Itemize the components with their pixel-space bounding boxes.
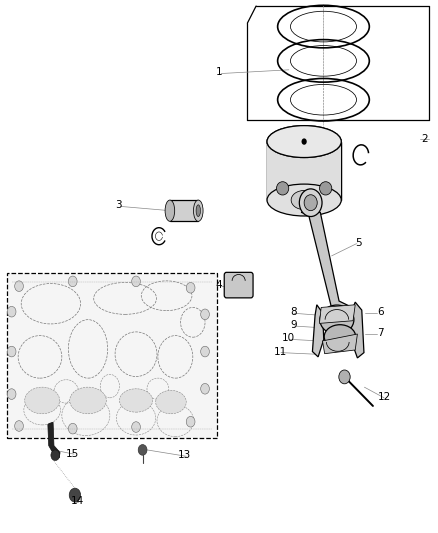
Ellipse shape <box>276 182 289 195</box>
Text: 10: 10 <box>283 333 295 343</box>
Polygon shape <box>322 334 357 354</box>
Circle shape <box>132 276 141 287</box>
Circle shape <box>51 450 60 461</box>
Text: 2: 2 <box>421 134 427 144</box>
Text: 7: 7 <box>377 328 384 338</box>
Circle shape <box>7 306 16 317</box>
Polygon shape <box>312 305 324 357</box>
Ellipse shape <box>267 126 341 158</box>
Text: 1: 1 <box>215 68 223 77</box>
Text: 12: 12 <box>378 392 392 402</box>
Polygon shape <box>48 422 60 458</box>
Circle shape <box>68 423 77 434</box>
Polygon shape <box>267 142 341 200</box>
Ellipse shape <box>320 305 354 334</box>
Circle shape <box>68 276 77 287</box>
Text: 11: 11 <box>273 346 287 357</box>
Text: 5: 5 <box>355 238 362 247</box>
Ellipse shape <box>120 389 152 412</box>
Circle shape <box>186 282 195 293</box>
Text: 15: 15 <box>66 449 79 458</box>
Circle shape <box>301 139 307 145</box>
Text: 6: 6 <box>377 306 384 317</box>
Ellipse shape <box>291 190 317 209</box>
Circle shape <box>339 370 350 384</box>
Ellipse shape <box>324 325 356 349</box>
FancyBboxPatch shape <box>224 272 253 298</box>
Text: 4: 4 <box>215 280 223 290</box>
Ellipse shape <box>194 200 203 221</box>
Ellipse shape <box>299 189 322 216</box>
Text: 3: 3 <box>115 200 122 211</box>
Ellipse shape <box>155 390 186 414</box>
Circle shape <box>132 422 141 432</box>
Ellipse shape <box>165 200 175 221</box>
Circle shape <box>7 346 16 357</box>
Circle shape <box>201 309 209 320</box>
Circle shape <box>14 281 23 292</box>
Ellipse shape <box>267 126 341 158</box>
Text: 8: 8 <box>290 306 297 317</box>
Circle shape <box>301 139 307 145</box>
Polygon shape <box>350 302 364 358</box>
Bar <box>7 273 217 438</box>
Circle shape <box>201 346 209 357</box>
Ellipse shape <box>196 205 201 216</box>
Ellipse shape <box>70 387 106 414</box>
Circle shape <box>69 488 81 502</box>
Polygon shape <box>170 200 198 221</box>
Circle shape <box>14 421 23 431</box>
Ellipse shape <box>25 387 60 414</box>
Circle shape <box>7 389 16 399</box>
Circle shape <box>186 416 195 427</box>
Ellipse shape <box>304 195 317 211</box>
Text: 9: 9 <box>290 320 297 330</box>
Circle shape <box>201 383 209 394</box>
Text: 13: 13 <box>177 450 191 460</box>
Polygon shape <box>301 212 350 316</box>
Polygon shape <box>319 305 355 324</box>
Text: 14: 14 <box>71 496 84 506</box>
Ellipse shape <box>267 184 341 216</box>
Circle shape <box>138 445 147 455</box>
Ellipse shape <box>320 182 332 195</box>
